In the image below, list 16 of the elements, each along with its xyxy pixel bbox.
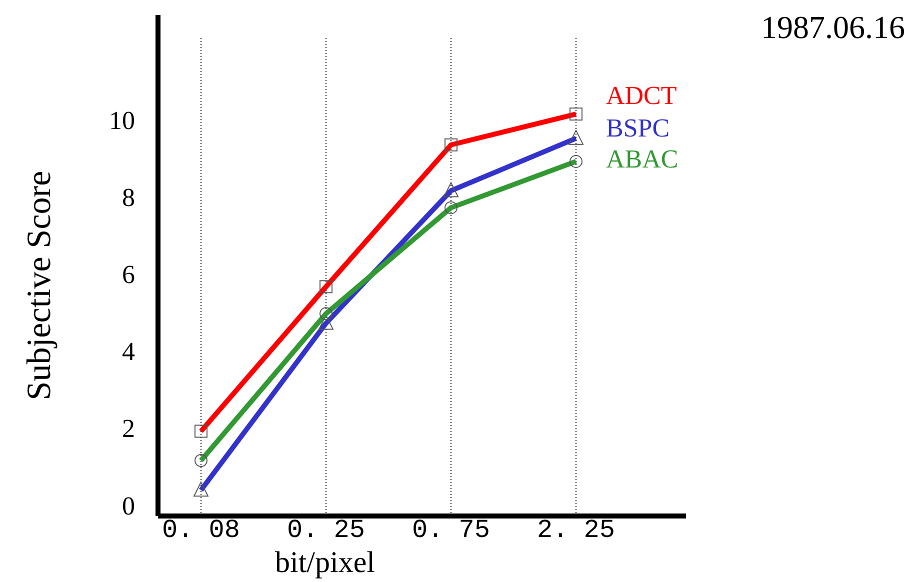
y-tick-label: 8 — [122, 182, 135, 212]
series-label: ABAC — [606, 144, 678, 174]
x-tick-label: 0. 75 — [412, 515, 490, 545]
series-label: ADCT — [606, 81, 677, 110]
x-axis-title: bit/pixel — [275, 546, 375, 579]
x-tick-label: 0. 25 — [286, 515, 366, 545]
x-tick-label: 2. 25 — [536, 515, 616, 545]
y-tick-label: 0 — [122, 491, 135, 520]
x-tick-label: 0. 08 — [162, 515, 240, 545]
text: 1987.06.16 — [761, 9, 905, 45]
y-tick-label: 10 — [109, 106, 135, 135]
y-tick-label: 6 — [122, 260, 135, 290]
y-axis-title: Subjective Score — [21, 170, 58, 400]
y-tick-label: 4 — [122, 337, 135, 366]
y-tick-label: 2 — [122, 414, 135, 444]
series-label: BSPC — [606, 113, 670, 142]
